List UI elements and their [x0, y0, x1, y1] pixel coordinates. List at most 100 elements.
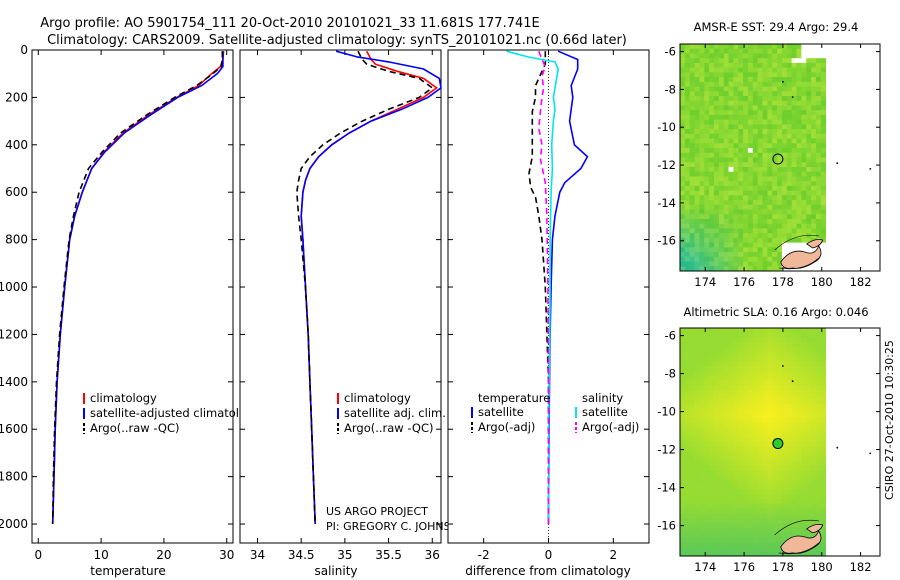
- amsr-sst-map-cell: [713, 138, 720, 144]
- amsr-sst-map-cell: [757, 110, 763, 116]
- amsr-sst-map-cell: [680, 148, 686, 154]
- altimetric-sla-map-xtick-label: 176: [733, 560, 755, 574]
- altimetric-sla-map-cell: [728, 465, 734, 471]
- altimetric-sla-map-cell: [689, 513, 695, 519]
- amsr-sst-map-cell: [796, 176, 802, 182]
- altimetric-sla-map-cell: [709, 470, 715, 476]
- amsr-sst-map-cell: [757, 247, 763, 253]
- amsr-sst-map-cell: [820, 58, 827, 64]
- amsr-sst-map-cell: [801, 190, 807, 196]
- amsr-sst-map-cell: [713, 133, 720, 139]
- altimetric-sla-map-cell: [801, 522, 807, 528]
- altimetric-sla-map-cell: [757, 332, 763, 338]
- altimetric-sla-map-cell: [743, 522, 749, 528]
- altimetric-sla-map-cell: [815, 380, 822, 386]
- amsr-sst-map-cell: [772, 261, 778, 267]
- amsr-sst-map-cell: [689, 214, 695, 220]
- amsr-sst-map-cell: [694, 91, 700, 97]
- amsr-sst-map-cell: [689, 209, 695, 215]
- amsr-sst-map-cell: [743, 223, 749, 229]
- altimetric-sla-map-cell: [757, 480, 763, 486]
- amsr-sst-map-cell: [811, 129, 817, 135]
- amsr-sst-map-cell: [811, 133, 817, 139]
- amsr-sst-map-cell: [757, 218, 763, 225]
- amsr-sst-map-cell: [699, 266, 705, 272]
- altimetric-sla-map-cell: [738, 508, 744, 514]
- amsr-sst-map-cell: [801, 58, 807, 64]
- amsr-sst-map-cell: [786, 48, 793, 54]
- altimetric-sla-map-cell: [684, 475, 691, 481]
- altimetric-sla-map-cell: [733, 541, 739, 547]
- amsr-sst-map-cell: [709, 252, 715, 258]
- amsr-sst-map-cell: [762, 185, 768, 191]
- altimetric-sla-map-cell: [811, 480, 817, 486]
- amsr-sst-map-cell: [699, 181, 705, 187]
- amsr-sst-map-cell: [772, 81, 778, 87]
- altimetric-sla-map-cell: [747, 380, 754, 386]
- amsr-sst-map-cell: [684, 218, 691, 225]
- altimetric-sla-map-ytick-label: -16: [657, 519, 676, 533]
- altimetric-sla-map-cell: [752, 494, 759, 500]
- altimetric-sla-map-cell: [777, 370, 783, 376]
- amsr-sst-map-cell: [728, 53, 734, 59]
- altimetric-sla-map-cell: [786, 499, 793, 505]
- altimetric-sla-map-cell: [811, 456, 817, 462]
- altimetric-sla-map-cell: [684, 408, 691, 414]
- pressure-tick-label: 200: [5, 90, 28, 104]
- altimetric-sla-map-cell: [680, 337, 686, 343]
- amsr-sst-map-cell: [767, 110, 773, 116]
- altimetric-sla-map-cell: [815, 361, 822, 367]
- altimetric-sla-map-cell: [723, 328, 729, 334]
- amsr-sst-map-cell: [747, 261, 754, 267]
- amsr-sst-map-cell: [815, 176, 822, 182]
- altimetric-sla-map-ytick-label: -6: [665, 329, 676, 343]
- altimetric-sla-map-cell: [767, 475, 773, 481]
- amsr-sst-map-cell: [713, 209, 720, 215]
- amsr-sst-map-cell: [777, 133, 783, 139]
- amsr-sst-map-cell: [728, 143, 734, 149]
- altimetric-sla-map-cell: [704, 347, 710, 353]
- altimetric-sla-map-cell: [820, 494, 827, 500]
- altimetric-sla-map-cell: [801, 366, 807, 372]
- altimetric-sla-map-cell: [699, 361, 705, 367]
- altimetric-sla-map-cell: [733, 394, 739, 400]
- altimetric-sla-map-cell: [709, 413, 715, 419]
- difference-legend-title-temperature: temperature: [478, 391, 550, 405]
- amsr-sst-map-cell: [723, 114, 729, 121]
- amsr-sst-map-cell: [699, 218, 705, 225]
- altimetric-sla-map-cell: [689, 404, 695, 410]
- altimetric-sla-map-cell: [796, 451, 802, 457]
- amsr-sst-map-cell: [791, 91, 797, 97]
- altimetric-sla-map-cell: [713, 484, 720, 490]
- altimetric-sla-map-cell: [791, 399, 797, 405]
- altimetric-sla-map-cell: [806, 413, 812, 419]
- altimetric-sla-map-cell: [684, 342, 691, 348]
- amsr-sst-map-cell: [752, 214, 759, 220]
- altimetric-sla-map-cell: [781, 370, 788, 376]
- altimetric-sla-map-cell: [791, 513, 797, 519]
- altimetric-sla-map-cell: [762, 446, 768, 452]
- pressure-tick-label: 1800: [0, 470, 28, 484]
- amsr-sst-map-cell: [757, 67, 763, 73]
- altimetric-sla-map-cell: [699, 532, 705, 538]
- amsr-sst-map-cell: [718, 62, 725, 69]
- amsr-sst-map-cell: [762, 124, 768, 130]
- amsr-sst-map-cell: [762, 77, 768, 83]
- amsr-sst-map-cell: [757, 256, 763, 262]
- amsr-sst-map-cell: [699, 53, 705, 59]
- amsr-sst-map-cell: [733, 148, 739, 154]
- amsr-sst-map-cell: [704, 228, 710, 234]
- altimetric-sla-map-cell: [786, 484, 793, 490]
- amsr-sst-map-cell: [733, 124, 739, 130]
- altimetric-sla-map-cell: [709, 456, 715, 462]
- amsr-sst-map-cell: [684, 133, 691, 139]
- amsr-sst-map-cell: [704, 185, 710, 191]
- altimetric-sla-map-islet: [836, 446, 839, 449]
- amsr-sst-map-cell: [820, 110, 827, 116]
- amsr-sst-map-cell: [738, 138, 744, 144]
- amsr-sst-map-cell: [815, 204, 822, 210]
- altimetric-sla-map-cell: [699, 499, 705, 505]
- altimetric-sla-map-cell: [752, 489, 759, 495]
- altimetric-sla-map-cell: [820, 347, 827, 353]
- altimetric-sla-map-cell: [699, 380, 705, 386]
